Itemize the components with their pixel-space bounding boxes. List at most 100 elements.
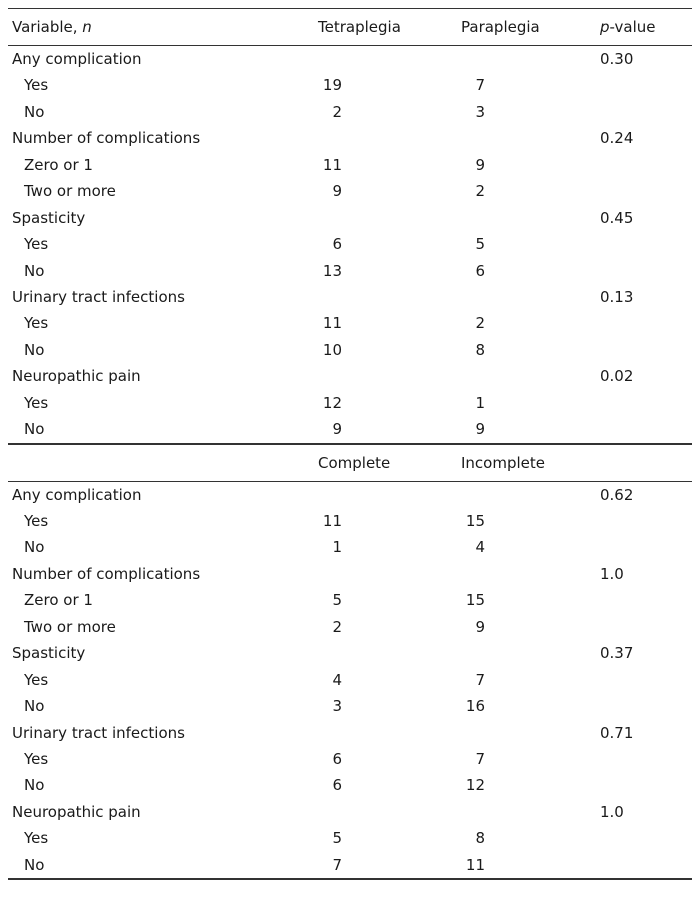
row-sublabel: No: [24, 697, 45, 716]
table-row: No 9 9: [8, 416, 692, 442]
count-cell: 2: [475, 182, 485, 201]
row-sublabel: No: [24, 776, 45, 795]
row-sublabel: Yes: [24, 314, 49, 333]
row-sublabel: Zero or 1: [24, 155, 93, 174]
table-row: Urinary tract infections 0.13: [8, 284, 692, 310]
p-value-cell: 0.45: [600, 208, 634, 227]
row-sublabel: Yes: [24, 670, 49, 689]
count-cell: 13: [322, 261, 342, 280]
count-cell: 16: [465, 697, 485, 716]
table-row: Any complication 0.62: [8, 482, 692, 508]
count-cell: 15: [465, 591, 485, 610]
table-row: Spasticity 0.37: [8, 640, 692, 666]
variable-header: Variable, n: [12, 18, 92, 36]
table-row: Yes 6 7: [8, 746, 692, 772]
count-cell: 3: [332, 697, 342, 716]
row-sublabel: Yes: [24, 512, 49, 530]
table-row: No 3 16: [8, 693, 692, 719]
table-row: No 1 4: [8, 534, 692, 560]
header-row-2: Complete Incomplete: [8, 445, 692, 481]
row-sublabel: No: [24, 261, 45, 280]
row-sublabel: No: [24, 420, 45, 439]
complications-table: Variable, n Tetraplegia Paraplegia p-val…: [8, 8, 692, 881]
count-cell: 12: [465, 776, 485, 795]
count-cell: 2: [332, 102, 342, 121]
count-cell: 9: [475, 155, 485, 174]
complete-header: Complete: [318, 453, 391, 472]
table-row: Urinary tract infections 0.71: [8, 720, 692, 746]
table-row: No 13 6: [8, 258, 692, 284]
count-cell: 8: [475, 340, 485, 359]
count-cell: 9: [332, 420, 342, 439]
count-cell: 9: [475, 420, 485, 439]
count-cell: 2: [475, 314, 485, 333]
count-cell: 8: [475, 829, 485, 848]
row-sublabel: No: [24, 102, 45, 121]
table-row: Number of complications 1.0: [8, 561, 692, 587]
table-row: Yes 12 1: [8, 390, 692, 416]
count-cell: 9: [475, 617, 485, 636]
count-cell: 4: [332, 670, 342, 689]
table-row: No 7 11: [8, 852, 692, 878]
count-cell: 11: [322, 155, 342, 174]
count-cell: 19: [322, 76, 342, 95]
table-row: Any complication 0.30: [8, 46, 692, 72]
p-value-cell: 0.62: [600, 485, 634, 504]
count-cell: 10: [322, 340, 342, 359]
count-cell: 7: [475, 670, 485, 689]
count-cell: 6: [332, 776, 342, 795]
p-value-cell: 1.0: [600, 802, 624, 821]
count-cell: 5: [475, 235, 485, 254]
p-value-cell: 0.13: [600, 287, 634, 306]
count-cell: 6: [332, 749, 342, 768]
count-cell: 7: [475, 76, 485, 95]
paraplegia-header: Paraplegia: [461, 18, 540, 36]
row-sublabel: Two or more: [24, 182, 116, 201]
row-sublabel: No: [24, 855, 45, 874]
variable-label: Any complication: [12, 485, 142, 504]
table-row: Number of complications 0.24: [8, 125, 692, 151]
table-row: Yes 11 15: [8, 508, 692, 534]
header-rule-2: [8, 480, 692, 482]
count-cell: 1: [332, 538, 342, 557]
table-row: No 6 12: [8, 772, 692, 798]
variable-label: Spasticity: [12, 208, 86, 227]
table-row: Zero or 1 11 9: [8, 152, 692, 178]
tetraplegia-header: Tetraplegia: [318, 18, 401, 36]
row-sublabel: Yes: [24, 235, 49, 254]
table-row: Yes 5 8: [8, 825, 692, 851]
bottom-rule: [8, 878, 692, 881]
count-cell: 11: [322, 512, 342, 530]
count-cell: 4: [475, 538, 485, 557]
p-value-header: p-value: [600, 18, 656, 36]
row-sublabel: No: [24, 340, 45, 359]
row-sublabel: No: [24, 538, 45, 557]
count-cell: 15: [465, 512, 485, 530]
p-value-cell: 1.0: [600, 564, 624, 583]
variable-label: Any complication: [12, 50, 142, 68]
table-row: Two or more 9 2: [8, 178, 692, 204]
row-sublabel: Yes: [24, 829, 49, 848]
mid-rule: [8, 442, 692, 445]
count-cell: 9: [332, 182, 342, 201]
variable-label: Neuropathic pain: [12, 367, 141, 386]
table-row: Neuropathic pain 1.0: [8, 799, 692, 825]
row-sublabel: Zero or 1: [24, 591, 93, 610]
variable-label: Urinary tract infections: [12, 723, 185, 742]
table-row: Spasticity 0.45: [8, 205, 692, 231]
count-cell: 5: [332, 829, 342, 848]
count-cell: 3: [475, 102, 485, 121]
complete-incomplete-section: Any complication 0.62 Yes 11 15 No 1 4 Number of…: [8, 482, 692, 879]
top-rule: [8, 8, 692, 9]
variable-label: Number of complications: [12, 564, 201, 583]
p-value-cell: 0.37: [600, 644, 634, 663]
row-sublabel: Yes: [24, 393, 49, 412]
p-value-cell: 0.02: [600, 367, 634, 386]
p-value-cell: 0.71: [600, 723, 634, 742]
count-cell: 6: [475, 261, 485, 280]
variable-label: Neuropathic pain: [12, 802, 141, 821]
table-row: Yes 4 7: [8, 667, 692, 693]
count-cell: 2: [332, 617, 342, 636]
incomplete-header: Incomplete: [461, 453, 545, 472]
table-row: Yes 6 5: [8, 231, 692, 257]
